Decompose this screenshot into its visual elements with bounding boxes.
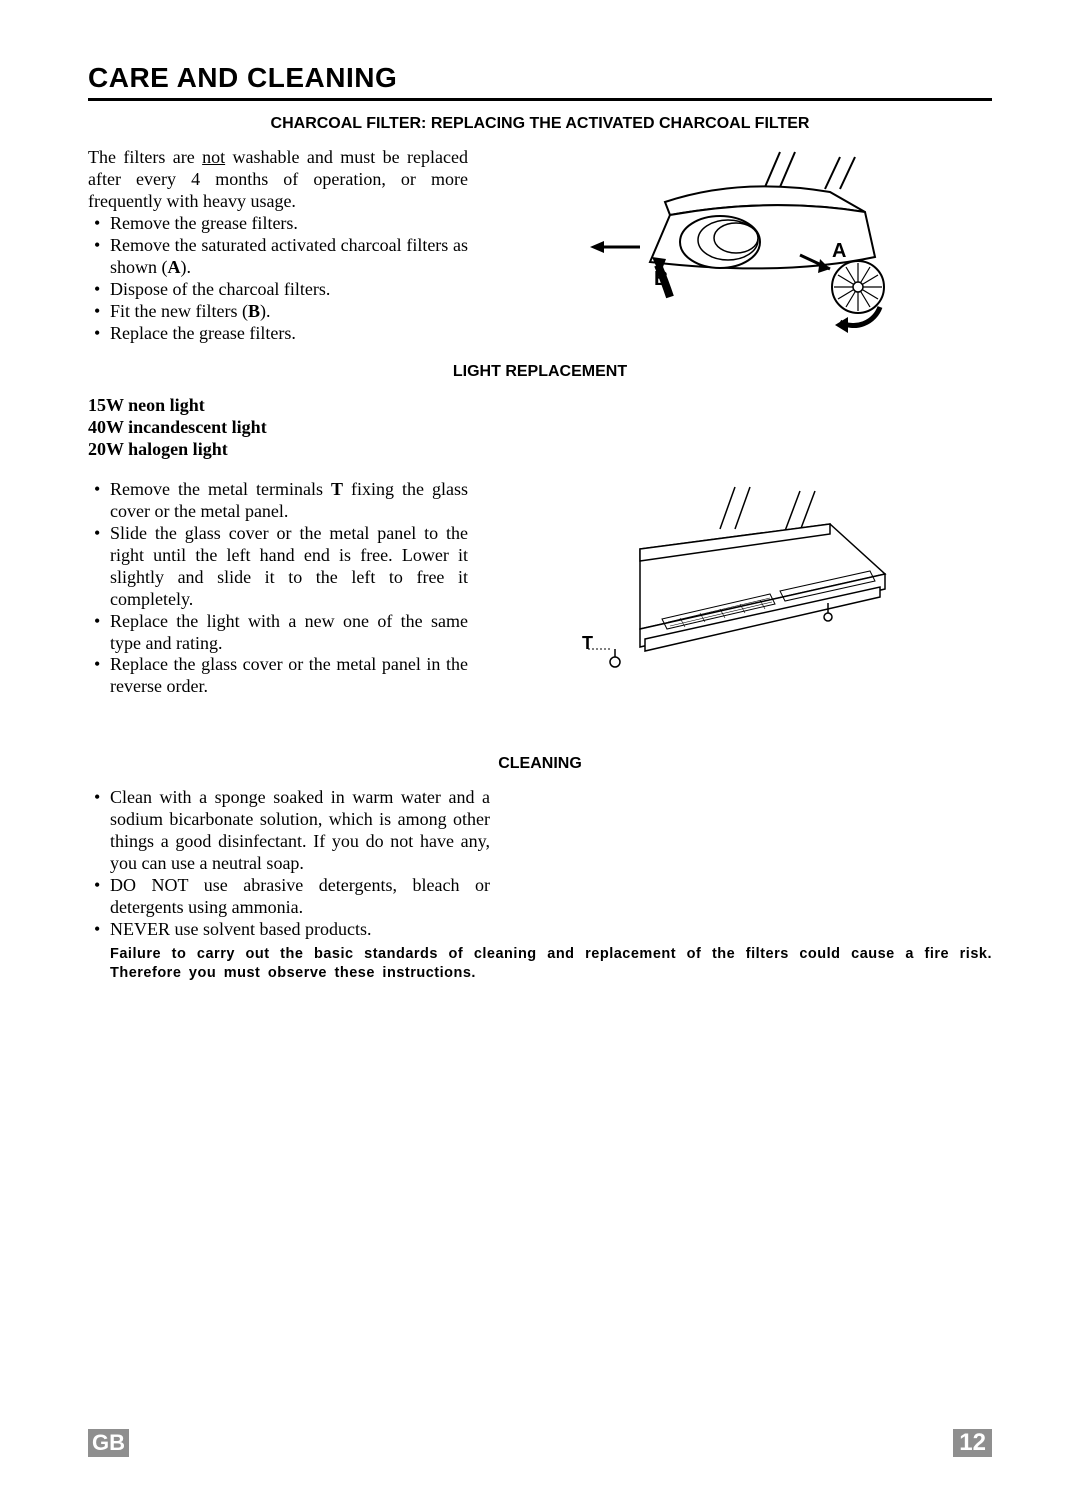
- light-types: 15W neon light 40W incandescent light 20…: [88, 395, 992, 461]
- section3-text: Clean with a sponge soaked in warm water…: [88, 787, 992, 984]
- section-heading-light: LIGHT REPLACEMENT: [88, 363, 992, 381]
- light-replacement-diagram: T: [570, 479, 910, 699]
- page-footer: GB 12: [88, 1429, 992, 1457]
- page-number: 12: [953, 1429, 992, 1457]
- light-type: 40W incandescent light: [88, 417, 992, 439]
- section1-row: The filters are not washable and must be…: [88, 147, 992, 347]
- diagram-label-t: T: [582, 633, 593, 653]
- diagram-label-b: B: [654, 268, 668, 290]
- manual-page: CARE AND CLEANING CHARCOAL FILTER: REPLA…: [0, 0, 1080, 1511]
- spacer: [88, 715, 992, 755]
- page-title: CARE AND CLEANING: [88, 62, 992, 94]
- section1-intro: The filters are not washable and must be…: [88, 147, 468, 213]
- intro-not: not: [202, 147, 225, 167]
- heading-rule: [88, 98, 992, 101]
- list-item: Slide the glass cover or the metal panel…: [110, 523, 468, 611]
- intro-before: The filters are: [88, 147, 202, 167]
- light-type: 20W halogen light: [88, 439, 992, 461]
- section2-list: Remove the metal terminals T fixing the …: [88, 479, 468, 699]
- section2-row: Remove the metal terminals T fixing the …: [88, 479, 992, 699]
- diagram-label-a: A: [832, 240, 846, 262]
- fire-warning: Failure to carry out the basic standards…: [110, 945, 992, 984]
- list-item: Fit the new filters (B).: [110, 301, 468, 323]
- charcoal-filter-diagram: A B: [570, 147, 910, 347]
- list-item: NEVER use solvent based products.: [110, 919, 490, 941]
- list-item: DO NOT use abrasive detergents, bleach o…: [110, 875, 490, 919]
- section-heading-charcoal: CHARCOAL FILTER: REPLACING THE ACTIVATED…: [88, 115, 992, 133]
- section-heading-cleaning: CLEANING: [88, 755, 992, 773]
- list-item: Remove the grease filters.: [110, 213, 468, 235]
- list-item: Remove the metal terminals T fixing the …: [110, 479, 468, 523]
- section1-text: The filters are not washable and must be…: [88, 147, 468, 345]
- list-item: Dispose of the charcoal filters.: [110, 279, 468, 301]
- section1-figure: A B: [488, 147, 992, 347]
- list-item: Remove the saturated activated charcoal …: [110, 235, 468, 279]
- section2-text: Remove the metal terminals T fixing the …: [88, 479, 468, 699]
- region-badge: GB: [88, 1429, 129, 1457]
- section3-list: Clean with a sponge soaked in warm water…: [88, 787, 490, 941]
- list-item: Clean with a sponge soaked in warm water…: [110, 787, 490, 875]
- section2-figure: T: [488, 479, 992, 699]
- light-type: 15W neon light: [88, 395, 992, 417]
- list-item: Replace the grease filters.: [110, 323, 468, 345]
- list-item: Replace the light with a new one of the …: [110, 611, 468, 655]
- list-item: Replace the glass cover or the metal pan…: [110, 654, 468, 698]
- section1-list: Remove the grease filters. Remove the sa…: [88, 213, 468, 345]
